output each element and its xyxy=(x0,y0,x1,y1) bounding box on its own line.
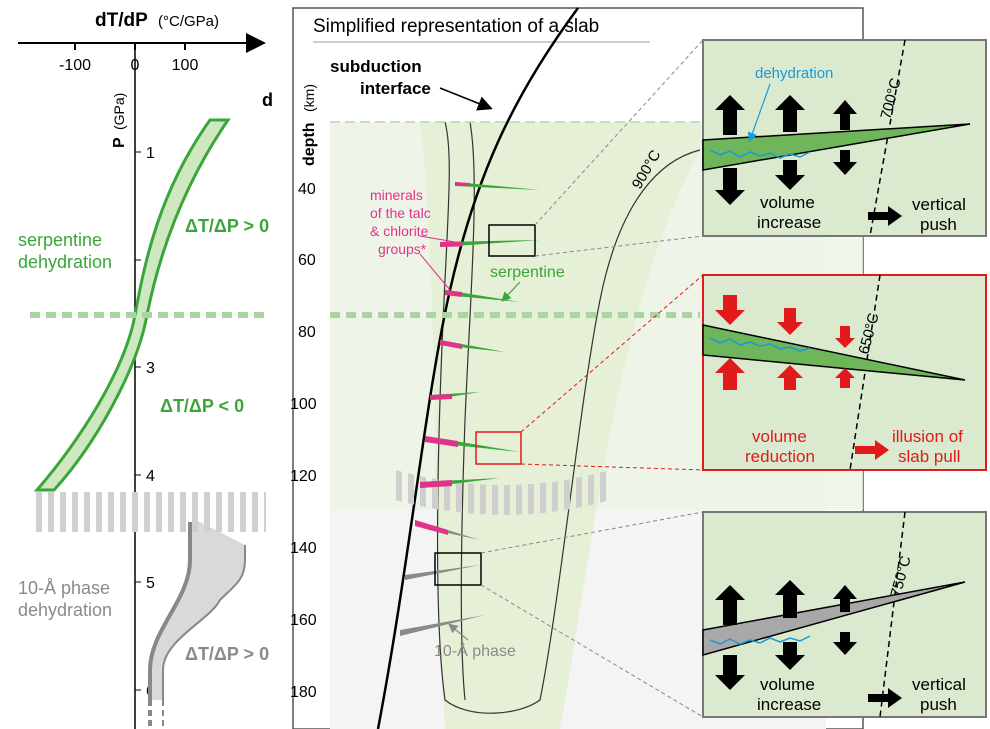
inset-locator-box xyxy=(488,224,536,257)
panel-letter: d xyxy=(262,90,273,110)
p-tick-label: 5 xyxy=(146,575,155,592)
depth-tick-label: 180 xyxy=(290,684,317,701)
serpentine-dehydration-band xyxy=(33,118,231,492)
inset-slab-pull: 650°C volume reduction illusion of slab … xyxy=(702,274,987,471)
phase-label: 10-Å phase xyxy=(434,641,516,660)
inset-right-label: push xyxy=(920,215,957,234)
inset-left-label: increase xyxy=(757,213,821,232)
minerals-label: of the talc xyxy=(370,205,431,221)
push-arrows xyxy=(715,95,857,205)
minerals-label: groups* xyxy=(378,241,427,257)
p-tick-label: 3 xyxy=(146,360,155,377)
dehydration-veins xyxy=(400,182,540,636)
push-arrows xyxy=(715,580,857,690)
depth-tick-label: 140 xyxy=(290,540,317,557)
depth-tick-label: 40 xyxy=(298,181,316,198)
phase-dehydration-label: 10-Å phase xyxy=(18,578,110,598)
dtdp-axis-unit: (°C/GPa) xyxy=(158,13,219,30)
transition-hatch xyxy=(30,492,266,532)
right-arrow-icon xyxy=(868,688,902,708)
depth-axis-unit: (km) xyxy=(301,84,317,112)
inset-right-label: illusion of xyxy=(892,427,963,446)
phase-band xyxy=(150,522,245,700)
depth-tick-label: 80 xyxy=(298,324,316,341)
inset-vertical-push-upper: 700°C dehydration volume increase vertic… xyxy=(702,39,987,237)
dtdp-axis-title: dT/dP xyxy=(95,10,148,31)
serpentine-label: serpentine xyxy=(490,264,565,281)
x-tick-label: 100 xyxy=(172,57,199,74)
inset-vertical-push-lower: 750°C volume increase vertical push xyxy=(702,511,987,718)
inset-left-label: increase xyxy=(757,695,821,714)
subduction-interface-line xyxy=(376,7,580,729)
inset-left-label: volume xyxy=(752,427,807,446)
inset-right-label: vertical xyxy=(912,675,966,694)
inset-locator-box xyxy=(434,552,482,586)
serpentine-label: serpentine xyxy=(18,230,102,250)
right-arrow-icon xyxy=(855,440,889,460)
ratio-positive-lower: ΔT/ΔP > 0 xyxy=(185,644,269,664)
p-tick-label: 4 xyxy=(146,468,155,485)
phase-dehydration-label: dehydration xyxy=(18,600,112,620)
inset-top-label: dehydration xyxy=(755,65,833,82)
p-ticks: 1 2 3 4 5 6 xyxy=(135,145,155,700)
ratio-negative: ΔT/ΔP < 0 xyxy=(160,396,244,416)
right-arrow-icon xyxy=(868,206,902,226)
depth-axis-label: depth xyxy=(301,122,318,166)
left-panel: dT/dP (°C/GPa) -100 0 100 P (GPa) 1 2 3 … xyxy=(18,10,273,729)
compression-arrows xyxy=(715,295,855,390)
subduction-interface-label: subduction xyxy=(330,57,422,76)
inset-right-label: push xyxy=(920,695,957,714)
inset-left-label: volume xyxy=(760,675,815,694)
p-tick-label: 1 xyxy=(146,145,155,162)
p-axis-label: P xyxy=(111,137,128,148)
inset-right-label: vertical xyxy=(912,195,966,214)
minerals-label: & chlorite xyxy=(370,223,429,239)
vein-wedge xyxy=(702,324,966,381)
x-tick-label: -100 xyxy=(59,57,91,74)
inset-left-label: reduction xyxy=(745,447,815,466)
depth-tick-label: 120 xyxy=(290,468,317,485)
ratio-positive-upper: ΔT/ΔP > 0 xyxy=(185,216,269,236)
vein-wedge xyxy=(702,581,966,656)
minerals-label: minerals xyxy=(370,187,423,203)
p-axis-unit: (GPa) xyxy=(111,93,127,130)
depth-tick-label: 60 xyxy=(298,252,316,269)
inset-locator-box xyxy=(475,431,522,465)
depth-ticks: 40 60 80 100 120 140 160 180 xyxy=(290,181,317,701)
serpentine-label: dehydration xyxy=(18,252,112,272)
inset-right-label: slab pull xyxy=(898,447,960,466)
subduction-interface-label: interface xyxy=(360,79,431,98)
depth-tick-label: 100 xyxy=(290,396,317,413)
inset-left-label: volume xyxy=(760,193,815,212)
depth-tick-label: 160 xyxy=(290,612,317,629)
slab-title: Simplified representation of a slab xyxy=(313,16,599,37)
serpentine-region xyxy=(420,122,700,729)
vein-wedge xyxy=(702,123,971,171)
